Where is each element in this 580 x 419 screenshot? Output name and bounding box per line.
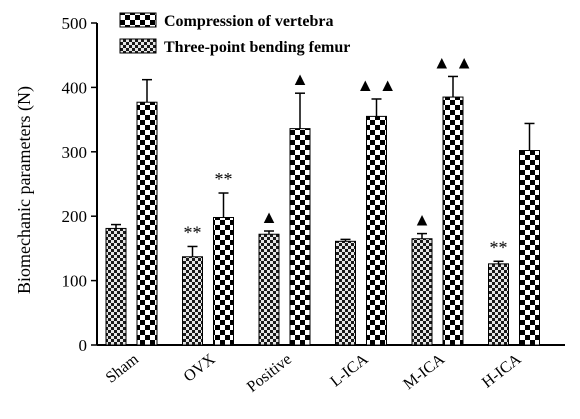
legend-swatch	[119, 38, 157, 54]
bar	[335, 240, 356, 346]
bar	[519, 150, 540, 346]
bar	[366, 115, 387, 346]
significance-marker: ▲ ▲	[356, 75, 396, 95]
bar	[136, 101, 158, 346]
bar	[289, 128, 311, 346]
significance-marker: ▲	[260, 207, 278, 227]
x-tick-label: M-ICA	[400, 350, 448, 393]
y-tick-label: 300	[62, 143, 88, 162]
x-tick-label: OVX	[181, 350, 219, 385]
bar	[213, 216, 234, 346]
legend-swatch	[119, 12, 157, 28]
bar	[258, 233, 280, 346]
legend-label: Compression of vertebra	[164, 13, 333, 30]
x-tick-label: L-ICA	[327, 350, 371, 390]
annotations-group: ** ** ▲ ▲ ▲ ▲ ▲ ▲ ▲ **	[184, 52, 508, 257]
significance-marker: ▲	[291, 69, 309, 89]
x-tick-label: Positive	[244, 351, 295, 396]
y-tick-label: 500	[62, 14, 88, 33]
y-tick-label: 400	[62, 78, 88, 97]
significance-marker: ▲	[413, 210, 431, 230]
y-tick-label: 0	[79, 336, 88, 355]
legend: Compression of vertebra Three-point bendi…	[119, 12, 350, 56]
significance-marker: **	[490, 237, 508, 257]
x-tick-label: Sham	[103, 350, 143, 386]
y-tick-label: 200	[62, 207, 88, 226]
bar	[411, 238, 433, 346]
bar	[105, 227, 127, 346]
axes: 0 100 200 300 400 500	[62, 14, 565, 355]
significance-marker: **	[184, 222, 202, 242]
y-axis-label: Biomechanic parameters (N)	[14, 86, 35, 294]
legend-label: Three-point bending femur	[164, 39, 350, 56]
bar	[182, 256, 203, 346]
significance-marker: ▲ ▲	[433, 52, 473, 72]
significance-marker: **	[215, 169, 233, 189]
bars-group: Sham OVX Positive L-ICA M-ICA H-ICA	[103, 75, 540, 396]
y-tick-label: 100	[62, 272, 88, 291]
bar	[488, 263, 509, 346]
x-tick-label: H-ICA	[479, 350, 525, 391]
bar	[442, 96, 464, 346]
